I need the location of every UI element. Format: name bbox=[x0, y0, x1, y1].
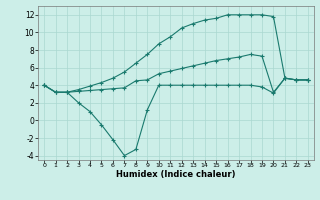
X-axis label: Humidex (Indice chaleur): Humidex (Indice chaleur) bbox=[116, 170, 236, 179]
